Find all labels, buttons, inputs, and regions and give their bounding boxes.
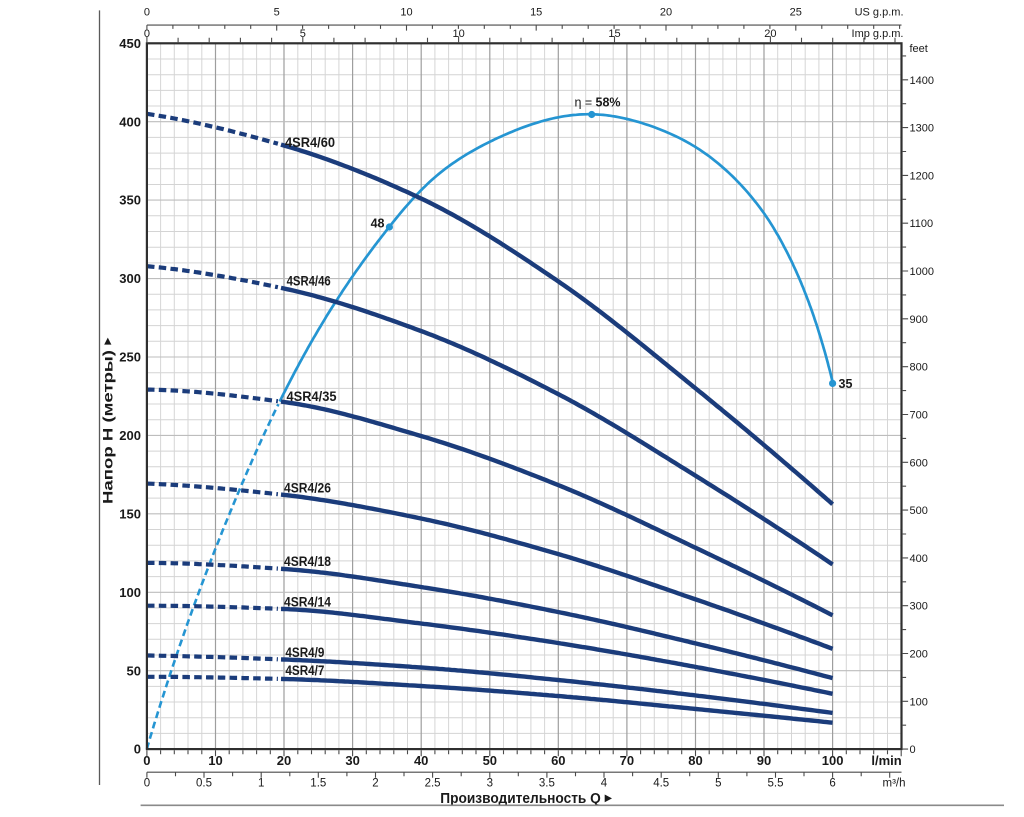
svg-text:70: 70: [620, 753, 634, 768]
svg-text:Imp g.p.m.: Imp g.p.m.: [852, 28, 904, 40]
svg-text:1400: 1400: [910, 75, 934, 87]
svg-text:200: 200: [910, 649, 928, 661]
svg-text:Напор H (метры): Напор H (метры): [101, 350, 116, 504]
svg-text:20: 20: [277, 753, 291, 768]
svg-text:1.5: 1.5: [310, 778, 326, 790]
svg-text:250: 250: [119, 350, 141, 365]
svg-text:150: 150: [119, 506, 141, 521]
svg-text:1100: 1100: [910, 218, 934, 230]
svg-text:60: 60: [551, 753, 565, 768]
svg-text:2: 2: [372, 778, 378, 790]
svg-text:48: 48: [371, 217, 385, 231]
svg-text:100: 100: [910, 696, 928, 708]
svg-text:80: 80: [688, 753, 702, 768]
svg-text:Производительность Q: Производительность Q: [440, 791, 601, 807]
svg-text:50: 50: [127, 663, 141, 678]
svg-text:0: 0: [134, 742, 141, 757]
svg-text:20: 20: [660, 7, 672, 19]
svg-text:feet: feet: [910, 43, 928, 55]
svg-text:4SR4/26: 4SR4/26: [284, 481, 331, 496]
svg-text:0: 0: [910, 744, 916, 756]
svg-text:700: 700: [910, 410, 928, 422]
svg-text:40: 40: [414, 753, 428, 768]
svg-text:50: 50: [483, 753, 497, 768]
svg-text:300: 300: [910, 601, 928, 613]
svg-text:0.5: 0.5: [196, 778, 212, 790]
svg-text:4SR4/46: 4SR4/46: [287, 274, 332, 289]
svg-text:4SR4/9: 4SR4/9: [285, 645, 324, 660]
svg-text:l/min: l/min: [871, 753, 901, 768]
svg-text:4SR4/18: 4SR4/18: [284, 554, 331, 569]
svg-text:100: 100: [119, 585, 141, 600]
svg-text:0: 0: [144, 28, 150, 40]
svg-text:4: 4: [601, 778, 608, 790]
svg-text:5: 5: [274, 7, 280, 19]
svg-text:10: 10: [208, 753, 222, 768]
svg-text:0: 0: [144, 778, 150, 790]
svg-text:30: 30: [345, 753, 359, 768]
svg-text:900: 900: [910, 314, 928, 326]
svg-text:500: 500: [910, 505, 928, 517]
svg-text:400: 400: [910, 553, 928, 565]
svg-text:4SR4/7: 4SR4/7: [285, 663, 324, 678]
svg-text:100: 100: [822, 753, 844, 768]
svg-text:20: 20: [764, 28, 776, 40]
svg-text:5: 5: [715, 778, 721, 790]
svg-text:15: 15: [530, 7, 542, 19]
svg-text:58%: 58%: [596, 96, 621, 110]
svg-text:6: 6: [829, 778, 835, 790]
svg-text:450: 450: [119, 36, 141, 51]
svg-text:35: 35: [839, 377, 853, 391]
svg-text:4.5: 4.5: [653, 778, 669, 790]
svg-text:200: 200: [119, 428, 141, 443]
svg-text:1000: 1000: [910, 266, 934, 278]
svg-text:10: 10: [400, 7, 412, 19]
svg-text:1200: 1200: [910, 170, 934, 182]
svg-text:5.5: 5.5: [768, 778, 784, 790]
svg-text:350: 350: [119, 193, 141, 208]
svg-text:800: 800: [910, 362, 928, 374]
svg-text:0: 0: [144, 7, 150, 19]
svg-text:90: 90: [757, 753, 771, 768]
svg-text:1: 1: [258, 778, 264, 790]
svg-text:400: 400: [119, 114, 141, 129]
svg-text:3.5: 3.5: [539, 778, 555, 790]
svg-text:3: 3: [487, 778, 493, 790]
svg-text:15: 15: [608, 28, 620, 40]
svg-text:1300: 1300: [910, 123, 934, 135]
svg-text:10: 10: [452, 28, 464, 40]
svg-text:600: 600: [910, 457, 928, 469]
svg-text:25: 25: [790, 7, 802, 19]
svg-text:4SR4/14: 4SR4/14: [284, 595, 331, 610]
svg-text:5: 5: [300, 28, 306, 40]
svg-text:300: 300: [119, 271, 141, 286]
svg-text:US g.p.m.: US g.p.m.: [855, 7, 904, 19]
svg-text:4SR4/60: 4SR4/60: [285, 135, 335, 150]
svg-text:4SR4/35: 4SR4/35: [287, 389, 337, 404]
svg-text:m³/h: m³/h: [883, 778, 906, 790]
svg-text:2.5: 2.5: [425, 778, 441, 790]
svg-text:0: 0: [143, 753, 150, 768]
svg-text:η =: η =: [575, 96, 593, 110]
